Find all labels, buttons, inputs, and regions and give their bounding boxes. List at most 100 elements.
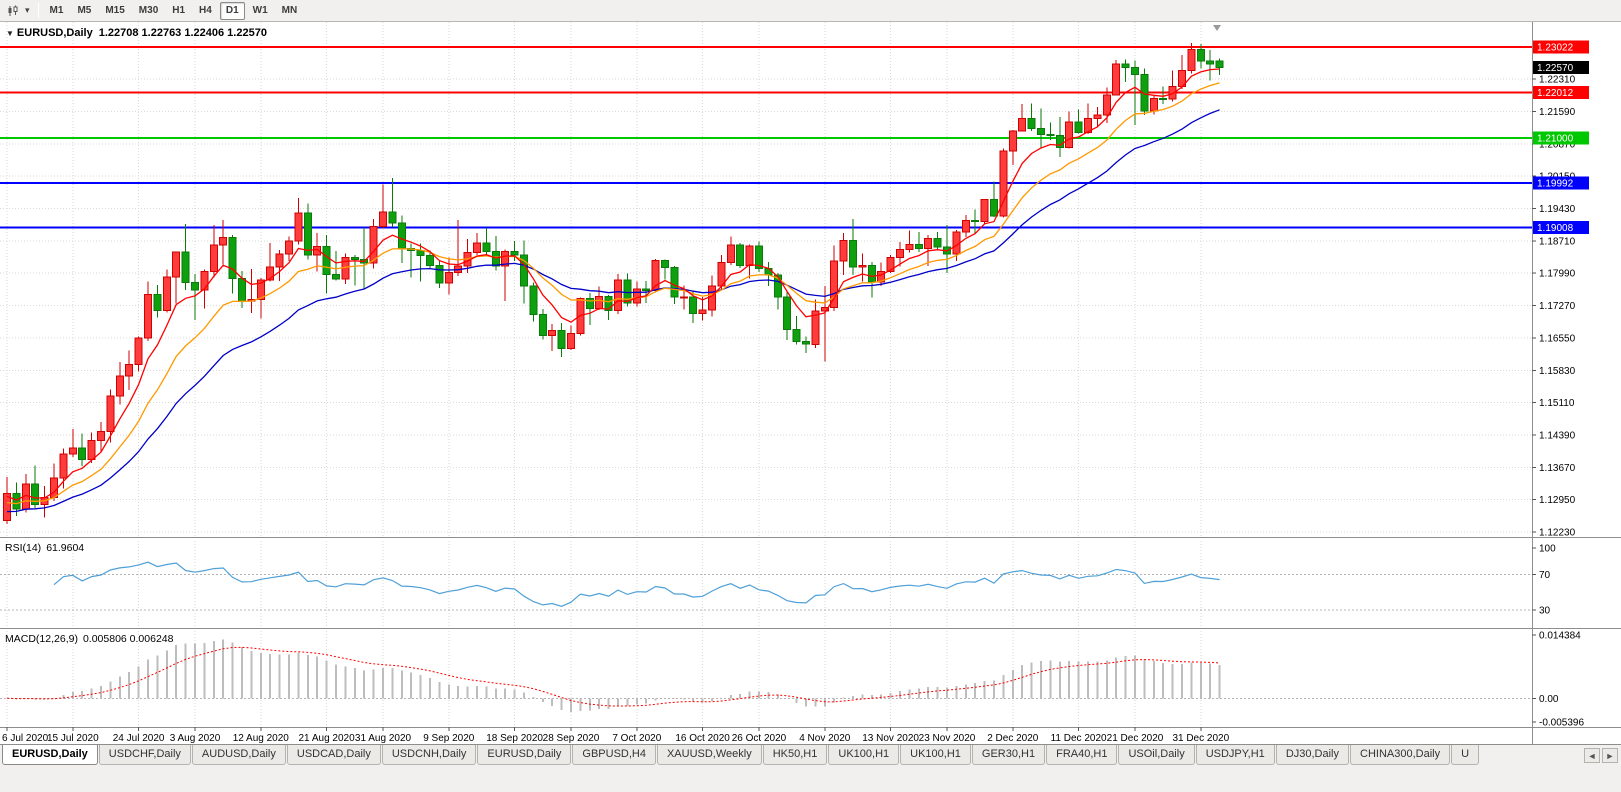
date-tick-label: 28 Sep 2020	[543, 733, 600, 744]
rsi-scale-label: 70	[1539, 570, 1551, 581]
date-tick-label: 2 Dec 2020	[987, 733, 1039, 744]
timeframe-buttons: M1 M5 M15 M30 H1 H4 D1 W1 MN	[44, 1, 304, 20]
price-tick-label: 1.22310	[1539, 75, 1576, 86]
price-scale[interactable]: 1.223101.215901.208701.201501.194301.187…	[1532, 75, 1584, 729]
price-tick-label: 1.16550	[1539, 333, 1576, 344]
tab-dj30-daily-15[interactable]: DJ30,Daily	[1275, 745, 1349, 765]
tab-hk50-h1-8[interactable]: HK50,H1	[762, 745, 828, 765]
date-tick-label: 31 Dec 2020	[1172, 733, 1229, 744]
price-tick-label: 1.12230	[1539, 528, 1576, 539]
tab-usdcnh-daily-4[interactable]: USDCNH,Daily	[381, 745, 477, 765]
tab-usdchf-daily-1[interactable]: USDCHF,Daily	[98, 745, 191, 765]
timeframe-button-m15[interactable]: M15	[105, 4, 125, 16]
tab-list: EURUSD,Daily USDCHF,Daily AUDUSD,Daily USDC…	[0, 745, 1575, 766]
timeframe-button-w1[interactable]: W1	[252, 4, 268, 16]
price-tick-label: 1.20870	[1539, 139, 1576, 150]
date-tick-label: 23 Nov 2020	[919, 733, 976, 744]
macd-pane	[0, 639, 1532, 713]
date-tick-label: 24 Jul 2020	[113, 733, 165, 744]
date-tick-label: 4 Nov 2020	[799, 733, 851, 744]
tab-gbpusd-h4-6[interactable]: GBPUSD,H4	[572, 745, 656, 765]
tab-uk100-h1-10[interactable]: UK100,H1	[900, 745, 971, 765]
macd-scale-label: -0.005396	[1539, 718, 1584, 729]
rsi-indicator-label: RSI(14) 61.9604	[5, 542, 84, 554]
svg-text:1.21000: 1.21000	[1537, 133, 1574, 144]
tab-fra40-h1-12[interactable]: FRA40,H1	[1046, 745, 1118, 765]
timeframe-button-h1[interactable]: H1	[172, 4, 186, 16]
price-tick-label: 1.13670	[1539, 463, 1576, 474]
tab-usdcad-daily-3[interactable]: USDCAD,Daily	[286, 745, 381, 765]
price-tick-label: 1.21590	[1539, 107, 1576, 118]
date-tick-label: 9 Sep 2020	[423, 733, 475, 744]
tab-scroll-right-button[interactable]: ►	[1602, 748, 1618, 763]
tab-u-17[interactable]: U	[1451, 745, 1480, 765]
chart-dropdown-caret-icon[interactable]: ▾	[25, 5, 30, 15]
timeframe-button-m1[interactable]: M1	[49, 4, 64, 16]
timeframe-button-h4[interactable]: H4	[199, 4, 212, 16]
macd-signal-line	[6, 646, 1220, 707]
price-tick-label: 1.14390	[1539, 431, 1576, 442]
timeframe-button-m30[interactable]: M30	[138, 4, 159, 16]
macd-scale-label: 0.00	[1539, 694, 1559, 705]
tab-xauusd-weekly-7[interactable]: XAUUSD,Weekly	[656, 745, 762, 765]
date-tick-label: 13 Nov 2020	[862, 733, 919, 744]
timeframe-button-d1[interactable]: D1	[219, 1, 245, 20]
rsi-line	[53, 561, 1220, 607]
tab-ger30-h1-11[interactable]: GER30,H1	[971, 745, 1046, 765]
ma-mid-line	[6, 82, 1220, 505]
chart-ohlc-values: 1.22708 1.22763 1.22406 1.22570	[98, 27, 267, 39]
tab-audusd-daily-2[interactable]: AUDUSD,Daily	[191, 745, 286, 765]
chart-shift-marker-icon[interactable]	[1213, 25, 1221, 31]
chart-tab-bar: EURUSD,Daily USDCHF,Daily AUDUSD,Daily USDC…	[0, 744, 1621, 792]
svg-text:1.19992: 1.19992	[1537, 179, 1574, 190]
price-badge-1.22570: 1.22570	[1533, 60, 1589, 74]
chart-background	[0, 22, 1621, 744]
candlestick-chart-icon-glyph	[8, 5, 18, 16]
tab-eurusd-daily-0[interactable]: EURUSD,Daily	[2, 745, 98, 765]
svg-text:1.23022: 1.23022	[1537, 43, 1574, 54]
price-tick-label: 1.12950	[1539, 495, 1576, 506]
chart-title: ▼ EURUSD,Daily 1.22708 1.22763 1.22406 1.2…	[6, 27, 267, 39]
price-badge-1.19992: 1.19992	[1533, 176, 1589, 190]
chart-canvas[interactable]: 1.223101.215901.208701.201501.194301.187…	[0, 22, 1621, 744]
price-tick-label: 1.18710	[1539, 236, 1576, 247]
price-badge-1.21000: 1.21000	[1533, 131, 1589, 145]
toolbar: ▾ M1 M5 M15 M30 H1 H4 D1 W1 MN	[0, 0, 1621, 22]
chart-symbol-label: EURUSD,Daily	[16, 27, 93, 39]
price-badge-1.19008: 1.19008	[1533, 221, 1589, 234]
date-tick-label: 11 Dec 2020	[1051, 733, 1107, 744]
date-tick-label: 18 Sep 2020	[486, 733, 543, 744]
date-tick-label: 16 Oct 2020	[675, 733, 730, 744]
date-tick-label: 7 Oct 2020	[612, 733, 661, 744]
svg-text:1.22570: 1.22570	[1537, 63, 1574, 74]
tab-usdjpy-h1-14[interactable]: USDJPY,H1	[1195, 745, 1275, 765]
tab-uk100-h1-9[interactable]: UK100,H1	[828, 745, 900, 765]
candlestick-chart-icon[interactable]	[4, 2, 22, 20]
svg-text:1.19008: 1.19008	[1537, 223, 1574, 234]
tab-scroll-left-button[interactable]: ◄	[1584, 748, 1600, 763]
macd-indicator-value: 0.005806 0.006248	[82, 633, 174, 645]
tab-usoil-daily-13[interactable]: USOil,Daily	[1118, 745, 1195, 765]
price-tick-label: 1.17270	[1539, 301, 1576, 312]
price-badge-1.23022: 1.23022	[1533, 40, 1589, 54]
date-tick-label: 21 Aug 2020	[299, 733, 356, 744]
timeframe-button-mn[interactable]: MN	[281, 4, 298, 16]
date-tick-label: 26 Oct 2020	[732, 733, 787, 744]
rsi-pane	[0, 561, 1532, 611]
date-tick-label: 21 Dec 2020	[1107, 733, 1164, 744]
ma-slow-line	[6, 109, 1220, 513]
chart-area: 1.223101.215901.208701.201501.194301.187…	[0, 22, 1621, 744]
rsi-indicator-value: 61.9604	[46, 542, 85, 554]
symbol-dropdown-caret-icon[interactable]: ▼	[6, 29, 14, 38]
macd-indicator-name: MACD(12,26,9)	[5, 633, 78, 645]
date-tick-label: 6 Jul 2020	[2, 733, 49, 744]
price-tick-label: 1.19430	[1539, 204, 1576, 215]
macd-scale-label: 0.014384	[1539, 630, 1581, 641]
tab-china300-daily-16[interactable]: CHINA300,Daily	[1350, 745, 1451, 765]
price-tick-label: 1.17990	[1539, 269, 1576, 280]
ma-fast-line	[6, 68, 1220, 501]
tab-eurusd-daily-5[interactable]: EURUSD,Daily	[477, 745, 572, 765]
timeframe-button-m5[interactable]: M5	[77, 4, 92, 16]
date-tick-label: 31 Aug 2020	[355, 733, 412, 744]
